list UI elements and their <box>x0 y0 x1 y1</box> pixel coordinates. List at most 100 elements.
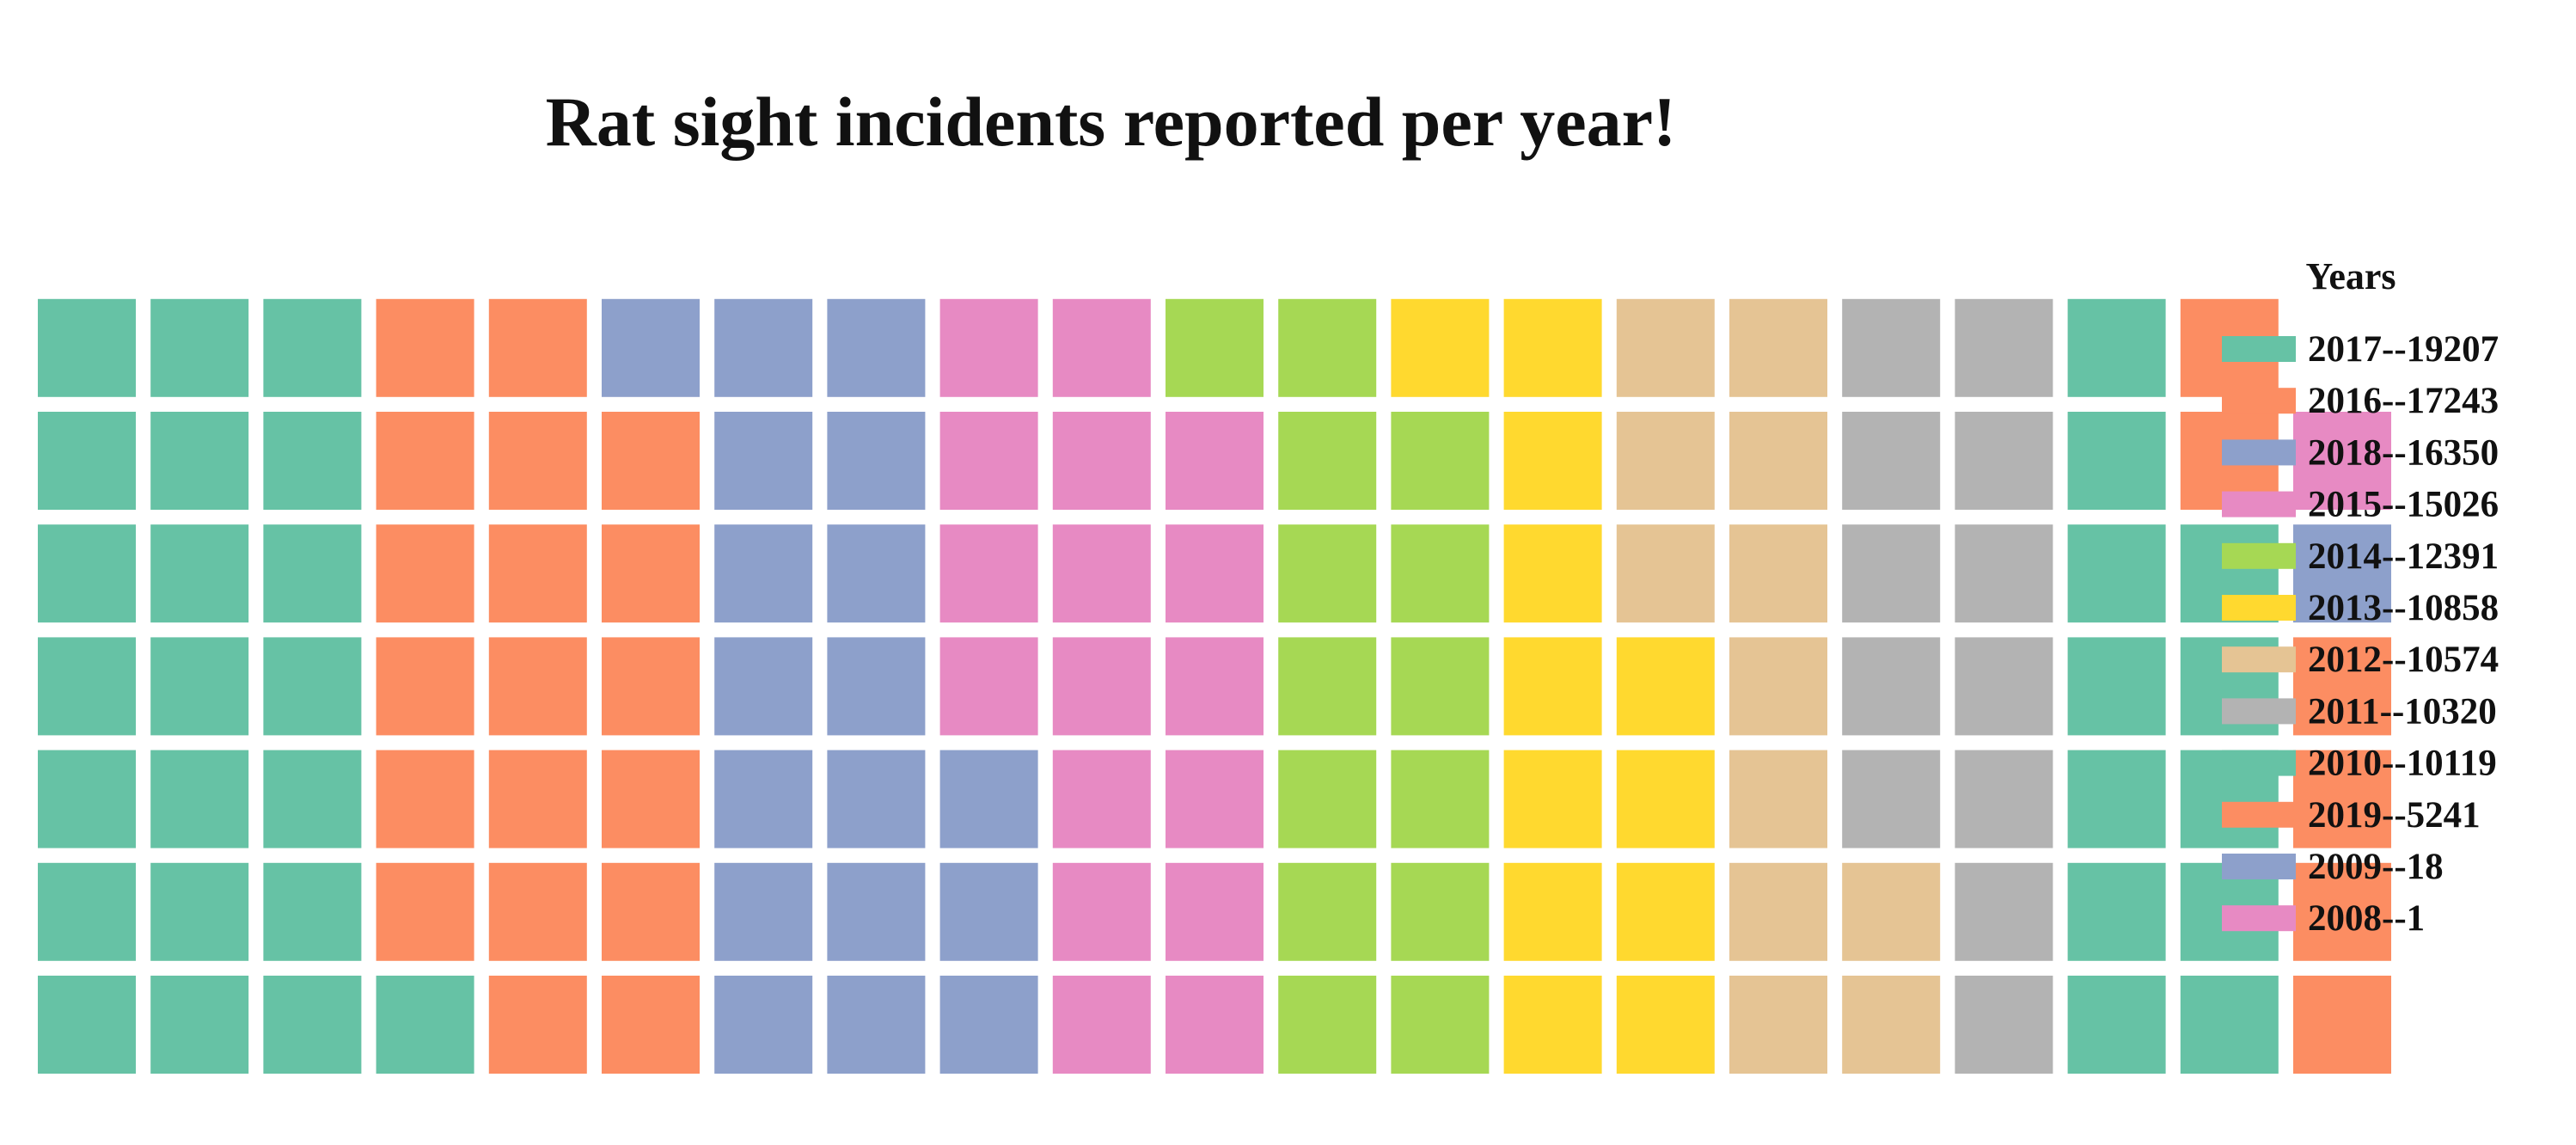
waffle-cell-2012 <box>1729 524 1827 623</box>
waffle-cell-2010 <box>2067 298 2166 397</box>
waffle-cell-2012 <box>1616 298 1715 397</box>
legend-label-2017: 2017--19207 <box>2308 329 2499 370</box>
waffle-cell-2018 <box>714 976 813 1074</box>
waffle-cell-2017 <box>150 750 249 848</box>
waffle-cell-2016 <box>376 524 474 623</box>
waffle-cell-2014 <box>1391 976 1490 1074</box>
waffle-cell-2008 <box>2293 412 2391 510</box>
waffle-cell-2016 <box>602 750 700 848</box>
waffle-cell-2012 <box>1729 750 1827 848</box>
waffle-cell-2015 <box>1052 750 1151 848</box>
waffle-cell-2015 <box>939 524 1038 623</box>
chart-title: Rat sight incidents reported per year! <box>545 83 1677 161</box>
waffle-cell-2014 <box>1278 637 1377 736</box>
waffle-cell-2013 <box>1503 976 1602 1074</box>
waffle-cell-2017 <box>263 862 362 961</box>
waffle-cell-2010 <box>2180 976 2279 1074</box>
waffle-cell-2017 <box>150 862 249 961</box>
legend-swatch-2009 <box>2222 854 2296 879</box>
waffle-cell-2016 <box>376 862 474 961</box>
waffle-cell-2012 <box>1729 862 1827 961</box>
waffle-cell-2016 <box>488 862 587 961</box>
waffle-cell-2017 <box>150 976 249 1074</box>
legend-swatch-2017 <box>2222 336 2296 362</box>
waffle-cell-2019 <box>2293 976 2391 1074</box>
waffle-cell-2012 <box>1842 862 1941 961</box>
waffle-cell-2014 <box>1391 750 1490 848</box>
waffle-cell-2017 <box>150 637 249 736</box>
legend-swatch-2008 <box>2222 905 2296 932</box>
legend-label-2015: 2015--15026 <box>2308 485 2499 525</box>
waffle-cell-2013 <box>1503 637 1602 736</box>
legend-label-2009: 2009--18 <box>2308 847 2444 887</box>
waffle-cell-2018 <box>939 750 1038 848</box>
waffle-cell-2015 <box>1052 524 1151 623</box>
waffle-cell-2013 <box>1503 750 1602 848</box>
legend-label-2016: 2016--17243 <box>2308 381 2499 421</box>
waffle-cell-2015 <box>1166 862 1264 961</box>
waffle-cell-2010 <box>2067 637 2166 736</box>
waffle-cell-2018 <box>939 976 1038 1074</box>
waffle-cell-2015 <box>939 298 1038 397</box>
waffle-cell-2017 <box>263 412 362 510</box>
waffle-cell-2018 <box>602 298 700 397</box>
waffle-cell-2011 <box>1955 862 2053 961</box>
waffle-cell-2018 <box>827 298 926 397</box>
waffle-cell-2014 <box>1278 750 1377 848</box>
waffle-cell-2014 <box>1278 298 1377 397</box>
waffle-cell-2018 <box>827 862 926 961</box>
waffle-cell-2014 <box>1278 412 1377 510</box>
waffle-cell-2013 <box>1503 298 1602 397</box>
waffle-cell-2018 <box>827 750 926 848</box>
waffle-cell-2017 <box>38 298 136 397</box>
waffle-cell-2015 <box>1052 862 1151 961</box>
waffle-cell-2019 <box>2293 750 2391 848</box>
waffle-cell-2011 <box>1955 298 2053 397</box>
waffle-cell-2012 <box>1616 524 1715 623</box>
waffle-cell-2011 <box>1842 750 1941 848</box>
waffle-cell-2015 <box>1052 412 1151 510</box>
waffle-cell-2018 <box>714 412 813 510</box>
waffle-cell-2016 <box>602 637 700 736</box>
waffle-cell-2011 <box>1955 750 2053 848</box>
waffle-cell-2018 <box>827 524 926 623</box>
waffle-cell-2013 <box>1616 637 1715 736</box>
waffle-cell-2017 <box>38 750 136 848</box>
waffle-cell-2018 <box>714 862 813 961</box>
waffle-cell-2018 <box>827 637 926 736</box>
legend-title: Years <box>2305 255 2395 297</box>
waffle-cell-2016 <box>376 637 474 736</box>
waffle-cell-2017 <box>263 298 362 397</box>
waffle-cell-2011 <box>1955 637 2053 736</box>
waffle-cell-2013 <box>1503 862 1602 961</box>
waffle-cell-2013 <box>1503 524 1602 623</box>
waffle-cell-2012 <box>1729 412 1827 510</box>
waffle-cell-2012 <box>1616 412 1715 510</box>
waffle-cell-2019 <box>2293 862 2391 961</box>
waffle-cell-2011 <box>1842 298 1941 397</box>
waffle-cell-2017 <box>150 412 249 510</box>
waffle-cell-2016 <box>488 298 587 397</box>
waffle-cell-2011 <box>1842 524 1941 623</box>
waffle-cell-2016 <box>488 750 587 848</box>
waffle-cell-2016 <box>376 750 474 848</box>
waffle-cell-2014 <box>1278 976 1377 1074</box>
waffle-cell-2015 <box>1052 637 1151 736</box>
legend-label-2011: 2011--10320 <box>2308 691 2497 732</box>
legend-swatch-2019 <box>2222 801 2296 828</box>
legend-swatch-2016 <box>2222 388 2296 414</box>
waffle-cell-2015 <box>1166 524 1264 623</box>
waffle-cell-2013 <box>1616 862 1715 961</box>
waffle-cell-2015 <box>1166 412 1264 510</box>
waffle-cell-2018 <box>827 976 926 1074</box>
waffle-cell-2012 <box>1729 976 1827 1074</box>
waffle-cell-2015 <box>939 412 1038 510</box>
waffle-cell-2018 <box>827 412 926 510</box>
legend-swatch-2010 <box>2222 750 2296 776</box>
legend-swatch-2013 <box>2222 595 2296 621</box>
waffle-cell-2010 <box>2067 862 2166 961</box>
legend-label-2012: 2012--10574 <box>2308 640 2499 680</box>
waffle-cell-2015 <box>1052 298 1151 397</box>
